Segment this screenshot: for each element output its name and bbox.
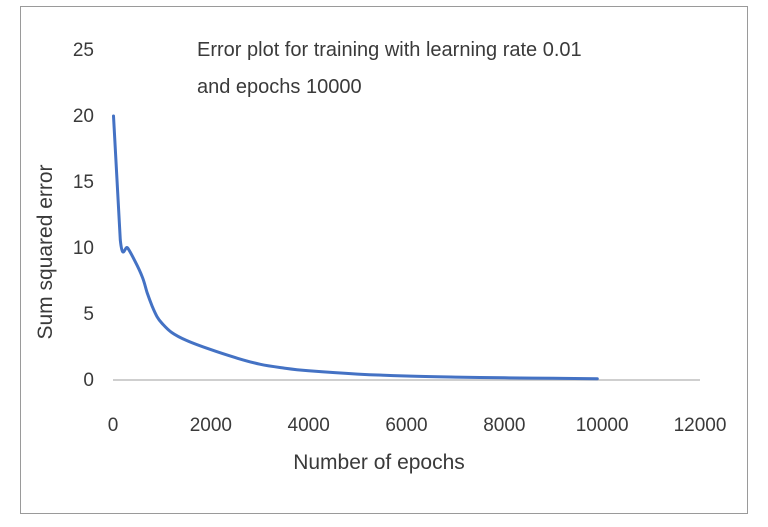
y-tick-label: 20 [73,106,94,127]
chart-title-line-2: and epochs 10000 [197,76,362,98]
y-tick-labels: 0 5 10 15 20 25 [73,40,94,391]
x-tick-label: 0 [108,415,119,436]
y-axis-title: Sum squared error [34,164,57,339]
chart-title-line-1: Error plot for training with learning ra… [197,39,582,61]
x-tick-label: 10000 [576,415,629,436]
chart-frame [20,6,748,514]
y-tick-label: 5 [83,304,94,325]
x-axis-title: Number of epochs [293,451,465,474]
y-tick-label: 15 [73,172,94,193]
x-tick-label: 8000 [483,415,525,436]
y-tick-label: 10 [73,238,94,259]
y-tick-label: 0 [83,370,94,391]
x-tick-label: 6000 [385,415,427,436]
y-tick-label: 25 [73,40,94,61]
x-tick-label: 4000 [288,415,330,436]
x-tick-labels: 0 2000 4000 6000 8000 10000 12000 [108,415,727,436]
x-tick-label: 12000 [674,415,727,436]
x-tick-label: 2000 [190,415,232,436]
series-line [112,114,599,381]
